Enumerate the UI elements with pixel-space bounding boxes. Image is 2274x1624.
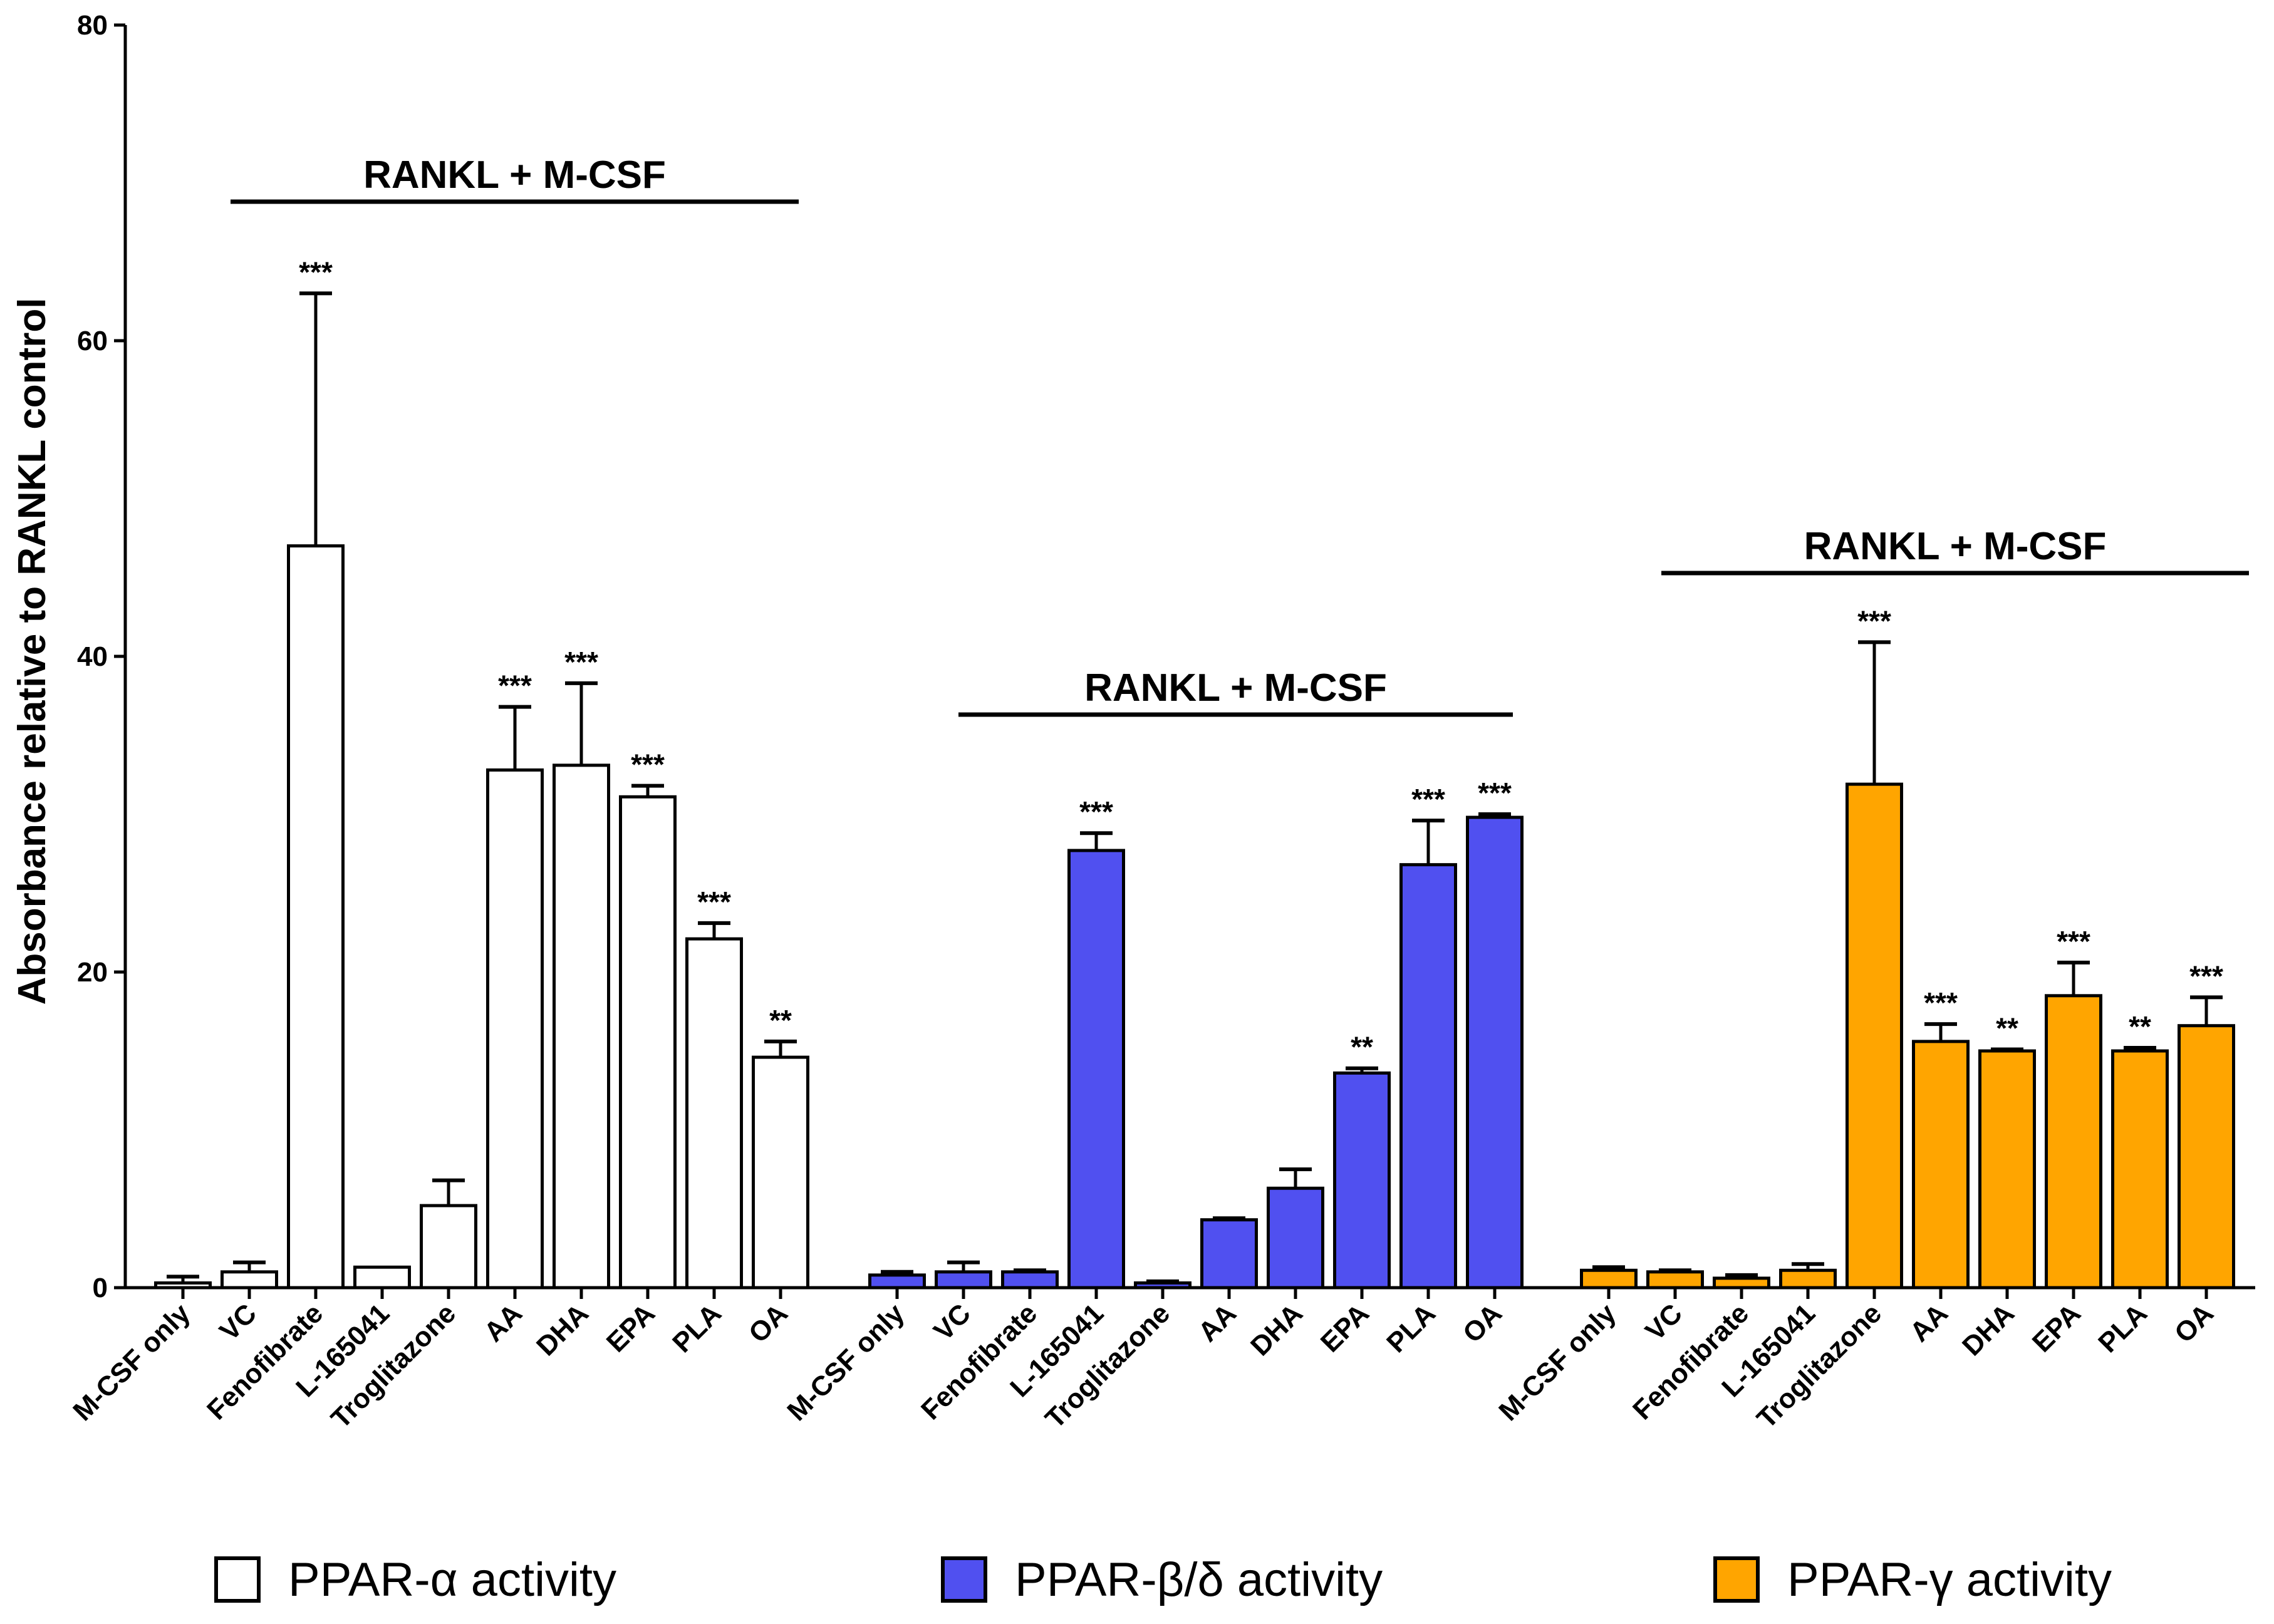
category-label: DHA [531, 1298, 594, 1362]
y-tick-label: 20 [77, 957, 108, 988]
bar [1267, 1186, 1324, 1290]
bars: ************************* ***************… [154, 256, 2235, 1290]
category-label: EPA [2027, 1298, 2087, 1358]
bar [287, 544, 345, 1290]
significance-label: *** [631, 748, 665, 781]
y-tick-label: 40 [77, 641, 108, 672]
brackets: RANKL + M-CSF RANKL + M-CSF RANKL + M-CSF [231, 153, 2249, 717]
bar [2178, 1024, 2235, 1290]
category-label: VC [928, 1298, 977, 1347]
significance-label: *** [2189, 959, 2223, 992]
bar [1399, 863, 1457, 1290]
bar [420, 1204, 477, 1290]
category-label: EPA [1315, 1298, 1375, 1358]
category-label: DHA [1956, 1298, 2020, 1362]
category-label: M-CSF only [1493, 1298, 1622, 1427]
category-label: OA [743, 1298, 794, 1348]
bar [221, 1270, 278, 1290]
significance-label: *** [1079, 795, 1113, 828]
legend-swatch [214, 1556, 261, 1603]
bar [1067, 849, 1125, 1290]
bar [1978, 1049, 2036, 1290]
category-label: AA [1904, 1298, 1954, 1348]
bar [1846, 782, 1903, 1290]
bar [868, 1273, 926, 1290]
y-axis: 0 20 40 60 80 [77, 10, 127, 1303]
category-label: PLA [1381, 1298, 1441, 1358]
bar [685, 937, 743, 1290]
bar-group: **************** [1580, 604, 2235, 1290]
category-label: AA [1192, 1298, 1242, 1348]
legend-swatch [941, 1556, 987, 1603]
legend: PPAR-α activity PPAR-β/δ activity PPAR-γ a… [214, 1553, 2112, 1606]
x-axis: M-CSF only VCFenofibrateL-165041Troglitaz… [67, 1286, 2255, 1434]
bar [1200, 1218, 1258, 1290]
bar [1001, 1270, 1059, 1290]
y-axis-title: Absorbance relative to RANKL control [11, 298, 54, 1005]
category-label: VC [214, 1298, 262, 1347]
significance-label: *** [1478, 777, 1512, 809]
significance-label: *** [564, 646, 598, 678]
significance-label: *** [1857, 604, 1891, 637]
significance-label: *** [1411, 783, 1445, 815]
bar [619, 795, 677, 1290]
bar [353, 1265, 411, 1290]
bar [553, 763, 610, 1290]
bar [1779, 1268, 1837, 1290]
bar [486, 768, 544, 1290]
significance-label: *** [498, 670, 532, 702]
significance-label: *** [1924, 986, 1958, 1019]
bar-group: ***************** [154, 256, 809, 1290]
significance-label: ** [1351, 1031, 1373, 1063]
significance-label: *** [697, 886, 731, 918]
bracket-label: RANKL + M-CSF [1804, 525, 2107, 568]
category-label: M-CSF only [781, 1298, 910, 1427]
legend-label: PPAR-α activity [288, 1553, 616, 1606]
category-label: OA [2169, 1298, 2219, 1348]
y-tick-label: 80 [77, 10, 108, 41]
category-label: OA [1457, 1298, 1508, 1348]
y-tick-label: 0 [93, 1273, 108, 1303]
bar [1646, 1270, 1704, 1290]
category-label: M-CSF only [67, 1298, 196, 1427]
significance-label: ** [1996, 1011, 2018, 1044]
legend-label: PPAR-γ activity [1787, 1553, 2112, 1606]
bracket-label: RANKL + M-CSF [1084, 666, 1387, 710]
significance-label: *** [2057, 925, 2090, 958]
bar [935, 1270, 992, 1290]
bar [752, 1055, 809, 1290]
bracket-label: RANKL + M-CSF [363, 153, 666, 197]
category-label: PLA [2092, 1298, 2153, 1358]
category-label: DHA [1245, 1298, 1309, 1362]
bar [1466, 815, 1524, 1290]
legend-swatch [1713, 1556, 1760, 1603]
bar [1912, 1040, 1970, 1290]
bar [1580, 1268, 1638, 1290]
category-label: PLA [667, 1298, 727, 1358]
significance-label: ** [2129, 1010, 2151, 1043]
category-label: VC [1639, 1298, 1688, 1347]
legend-label: PPAR-β/δ activity [1015, 1553, 1383, 1606]
category-label: EPA [601, 1298, 661, 1358]
bar-group: ******** *** [868, 777, 1524, 1290]
significance-label: *** [299, 256, 333, 288]
bar [2111, 1049, 2169, 1290]
category-label: AA [478, 1298, 528, 1348]
bar [1333, 1071, 1391, 1290]
bar [2045, 994, 2102, 1290]
y-tick-label: 60 [77, 326, 108, 356]
significance-label: ** [769, 1004, 792, 1037]
